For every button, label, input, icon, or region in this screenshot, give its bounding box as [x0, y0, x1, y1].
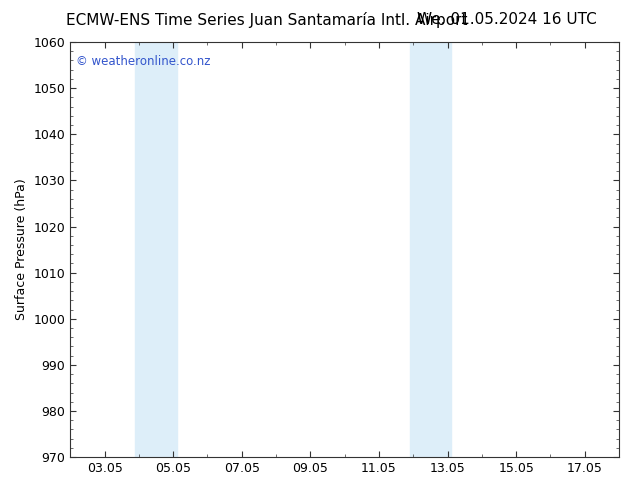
Text: © weatheronline.co.nz: © weatheronline.co.nz — [76, 54, 210, 68]
Bar — [410, 42, 451, 457]
Text: ECMW-ENS Time Series Juan Santamaría Intl. Airport: ECMW-ENS Time Series Juan Santamaría Int… — [65, 12, 467, 28]
Y-axis label: Surface Pressure (hPa): Surface Pressure (hPa) — [15, 179, 28, 320]
Bar — [136, 42, 177, 457]
Text: We. 01.05.2024 16 UTC: We. 01.05.2024 16 UTC — [417, 12, 597, 27]
